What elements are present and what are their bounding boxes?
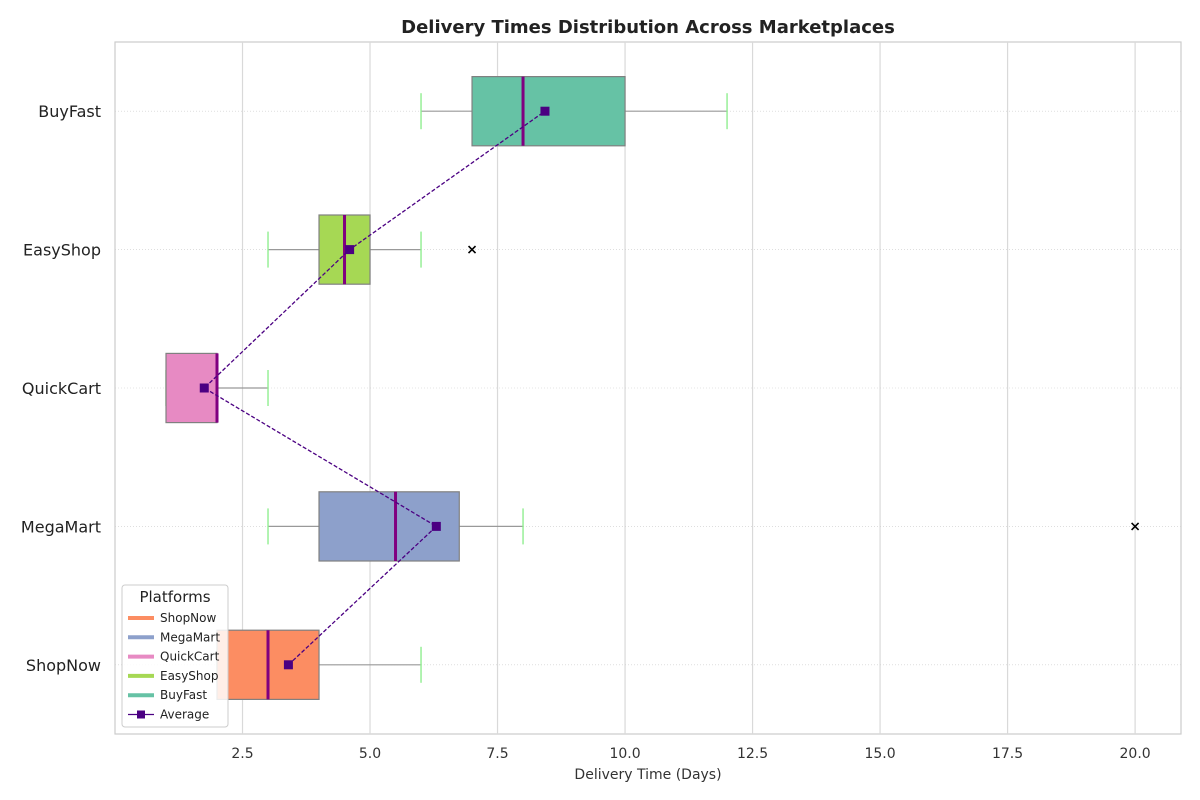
y-category-label: MegaMart (21, 517, 101, 536)
legend-item-label: EasyShop (160, 669, 218, 683)
box-shopnow (216, 629, 422, 701)
box (165, 352, 218, 424)
average-line (203, 110, 546, 666)
x-tick-label: 5.0 (359, 746, 381, 762)
average-marker (431, 521, 441, 531)
legend-item-label: MegaMart (160, 630, 220, 644)
legend-item-label: QuickCart (160, 650, 220, 664)
x-tick-label: 10.0 (609, 746, 640, 762)
legend: Platforms ShopNow MegaMart QuickCart EasySho… (121, 584, 229, 728)
average-marker (199, 383, 209, 393)
legend-frame (121, 584, 229, 728)
average-marker (345, 245, 355, 255)
y-axis-categories: ShopNow MegaMart QuickCart EasyShop BuyFast (21, 102, 101, 675)
legend-item-label: BuyFast (160, 688, 207, 702)
x-axis-ticks: 2.5 5.0 7.5 10.0 12.5 15.0 17.5 20.0 (231, 746, 1150, 762)
legend-item-label: ShopNow (160, 611, 217, 625)
x-tick-label: 12.5 (737, 746, 768, 762)
legend-average-marker (137, 710, 145, 719)
y-category-label: BuyFast (38, 102, 101, 121)
outlier-marker (1131, 522, 1140, 531)
x-tick-label: 7.5 (486, 746, 508, 762)
box-buyfast (420, 75, 728, 147)
box-quickcart (165, 352, 269, 424)
outlier-marker (467, 245, 477, 254)
y-category-label: EasyShop (23, 241, 101, 260)
x-tick-label: 17.5 (992, 746, 1023, 762)
y-category-label: ShopNow (26, 656, 101, 675)
y-category-label: QuickCart (22, 379, 101, 398)
legend-average-label: Average (160, 708, 209, 722)
x-tick-label: 15.0 (864, 746, 895, 762)
x-tick-label: 2.5 (231, 746, 253, 762)
box-easyshop (267, 214, 477, 285)
average-marker (540, 106, 550, 116)
chart-title: Delivery Times Distribution Across Marke… (401, 17, 895, 38)
category-grid (115, 110, 1181, 666)
x-tick-label: 20.0 (1120, 746, 1151, 762)
average-marker (283, 660, 293, 670)
average-line (199, 106, 550, 670)
legend-title: Platforms (139, 588, 210, 606)
x-axis-label: Delivery Time (Days) (574, 767, 721, 783)
